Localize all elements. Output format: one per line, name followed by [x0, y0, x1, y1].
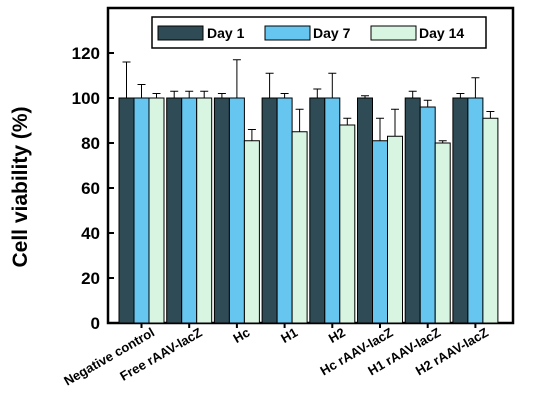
bar	[133, 97, 150, 324]
legend-label: Day 1	[207, 25, 245, 41]
legend: Day 1 Day 7 Day 14	[151, 16, 487, 49]
y-tick-label: 40	[81, 224, 100, 243]
x-tick-label: Free rAAV-lacZ	[117, 325, 204, 384]
bar	[434, 142, 451, 324]
legend-label: Day 14	[419, 25, 464, 41]
legend-box	[151, 16, 487, 49]
bar	[261, 97, 278, 324]
bar	[387, 135, 403, 324]
bar	[339, 124, 356, 324]
bar	[196, 97, 213, 324]
legend-label: Day 7	[313, 25, 351, 41]
bar	[372, 140, 388, 324]
legend-swatch	[264, 25, 311, 41]
bar	[148, 97, 165, 324]
bar	[291, 131, 308, 324]
bar	[276, 97, 293, 324]
x-tick-label: Hc	[231, 325, 253, 346]
bar	[118, 97, 135, 324]
legend-swatch	[157, 25, 204, 41]
bar	[228, 97, 245, 324]
bar	[243, 140, 260, 324]
x-tick-label: H2	[326, 325, 348, 346]
bar	[482, 117, 499, 324]
bar	[309, 97, 326, 324]
bar	[452, 97, 469, 324]
y-tick-label: 80	[81, 134, 100, 153]
y-axis-label: Cell viability (%)	[9, 106, 32, 267]
y-tick-label: 0	[91, 314, 100, 333]
bar	[467, 97, 484, 324]
bar	[357, 97, 373, 324]
bar	[404, 97, 421, 324]
bar	[324, 97, 341, 324]
y-tick-label: 100	[72, 89, 100, 108]
legend-swatch	[370, 25, 417, 41]
bar	[419, 106, 436, 324]
y-tick-label: 60	[81, 179, 100, 198]
bar	[181, 97, 198, 324]
bar	[166, 97, 183, 324]
x-tick-label: H1	[278, 325, 300, 346]
y-tick-label: 20	[81, 269, 100, 288]
y-tick-label: 120	[72, 44, 100, 63]
bar	[213, 97, 230, 324]
